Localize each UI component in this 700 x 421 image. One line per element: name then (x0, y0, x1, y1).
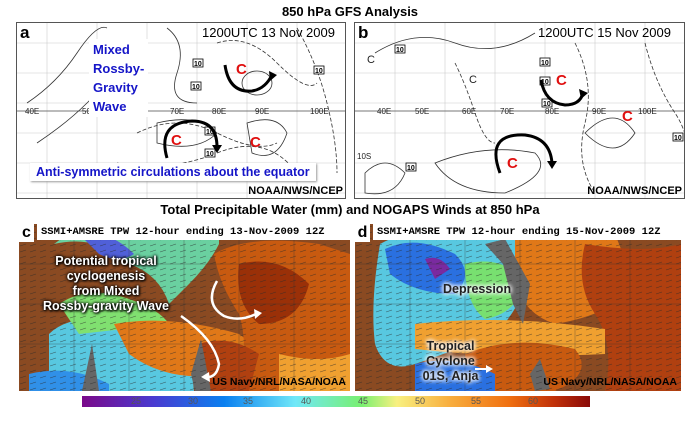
bottom-title: Total Precipitable Water (mm) and NOGAPS… (160, 202, 540, 217)
tropical-cyclone-callout: Tropical Cyclone 01S, Anja (422, 339, 479, 383)
colorbar-tick: 25 (131, 396, 142, 406)
colorbar-tick: 35 (243, 396, 254, 406)
circulation-arrow-south (494, 133, 554, 174)
panel-letter-a: a (20, 23, 30, 42)
svg-text:40E: 40E (377, 107, 391, 116)
svg-text:80E: 80E (212, 107, 226, 116)
circulation-arrow-south (180, 314, 221, 379)
cyclogenesis-callout: Potential tropical cyclogenesis from Mix… (43, 254, 169, 313)
svg-text:10: 10 (543, 101, 551, 108)
svg-text:100E: 100E (638, 107, 657, 116)
tpw-map-d (355, 224, 681, 391)
colorbar-tick: 30 (188, 396, 199, 406)
svg-text:90E: 90E (592, 107, 606, 116)
colorbar-tick: 45 (358, 396, 369, 406)
tpw-colorbar: 25 30 35 40 45 50 55 60 (82, 396, 590, 407)
colorbar-tick: 55 (471, 396, 482, 406)
svg-text:10: 10 (407, 165, 415, 172)
svg-text:10: 10 (674, 135, 682, 142)
svg-text:60E: 60E (462, 107, 476, 116)
colorbar-tick: 50 (415, 396, 426, 406)
cyclonic-center-marker: C (250, 134, 261, 151)
svg-text:10: 10 (206, 129, 214, 136)
panel-a-credit: NOAA/NWS/NCEP (248, 185, 343, 197)
colorbar-tick: 60 (528, 396, 539, 406)
svg-text:C: C (469, 74, 477, 86)
svg-text:10: 10 (396, 47, 404, 54)
panel-c-tpw-map: c SSMI+AMSRE TPW 12-hour ending 13-Nov-2… (19, 224, 350, 391)
cyclonic-center-marker: C (622, 108, 633, 125)
svg-text:10: 10 (192, 84, 200, 91)
panel-b-date: 1200UTC 15 Nov 2009 (538, 25, 671, 40)
colorbar-tick: 40 (301, 396, 312, 406)
panel-b-gfs-analysis: 40E 50E 60E 70E 80E 90E 100E 10S C C 10 … (354, 22, 685, 199)
cyclonic-center-marker: C (171, 132, 182, 149)
cyclonic-center-marker: C (556, 72, 567, 89)
circulation-arrow-south (163, 119, 219, 159)
svg-text:70E: 70E (170, 107, 184, 116)
panel-a-gfs-analysis: 40E 50E 70E 80E 90E 100E 10 10 10 10 10 … (16, 22, 346, 199)
panel-b-credit: NOAA/NWS/NCEP (587, 185, 682, 197)
svg-text:C: C (367, 54, 375, 66)
svg-text:80E: 80E (545, 107, 559, 116)
svg-text:50E: 50E (415, 107, 429, 116)
svg-text:10: 10 (541, 60, 549, 67)
cyclonic-center-marker: C (507, 155, 518, 172)
panel-d-tpw-map: d SSMI+AMSRE TPW 12-hour ending 15-Nov-2… (355, 224, 681, 391)
streamline-chart-b: 40E 50E 60E 70E 80E 90E 100E 10S C C 10 … (355, 23, 684, 198)
cyclonic-center-marker: C (236, 61, 247, 78)
circulation-arrow-north (223, 64, 274, 93)
panel-letter-c: c (19, 224, 34, 242)
svg-text:10: 10 (194, 61, 202, 68)
lon-label: 40E (25, 107, 39, 116)
panel-c-credit: US Navy/NRL/NASA/NOAA (212, 376, 346, 388)
panel-c-header: SSMI+AMSRE TPW 12-hour ending 13-Nov-200… (37, 224, 350, 240)
panel-a-date: 1200UTC 13 Nov 2009 (202, 25, 335, 40)
svg-text:10: 10 (315, 68, 323, 75)
svg-text:70E: 70E (500, 107, 514, 116)
svg-text:10: 10 (541, 79, 549, 86)
circulation-arrow-north (210, 280, 257, 320)
svg-text:90E: 90E (255, 107, 269, 116)
anti-symmetric-annotation: Anti-symmetric circulations about the eq… (30, 163, 316, 181)
svg-text:10: 10 (206, 151, 214, 158)
panel-d-credit: US Navy/NRL/NASA/NOAA (543, 376, 677, 388)
top-title: 850 hPa GFS Analysis (281, 4, 419, 19)
svg-text:10S: 10S (357, 152, 371, 161)
streamline-chart-a: 40E 50E 70E 80E 90E 100E 10 10 10 10 10 (17, 23, 345, 198)
panel-letter-d: d (355, 224, 370, 242)
panel-d-header: SSMI+AMSRE TPW 12-hour ending 15-Nov-200… (373, 224, 681, 240)
svg-text:100E: 100E (310, 107, 329, 116)
mixed-rossby-gravity-label: Mixed Rossby- Gravity Wave (89, 39, 149, 117)
circulation-arrow-north (539, 79, 585, 107)
panel-letter-b: b (358, 23, 369, 42)
depression-callout: Depression (443, 282, 512, 296)
tpw-map-c (19, 224, 350, 391)
